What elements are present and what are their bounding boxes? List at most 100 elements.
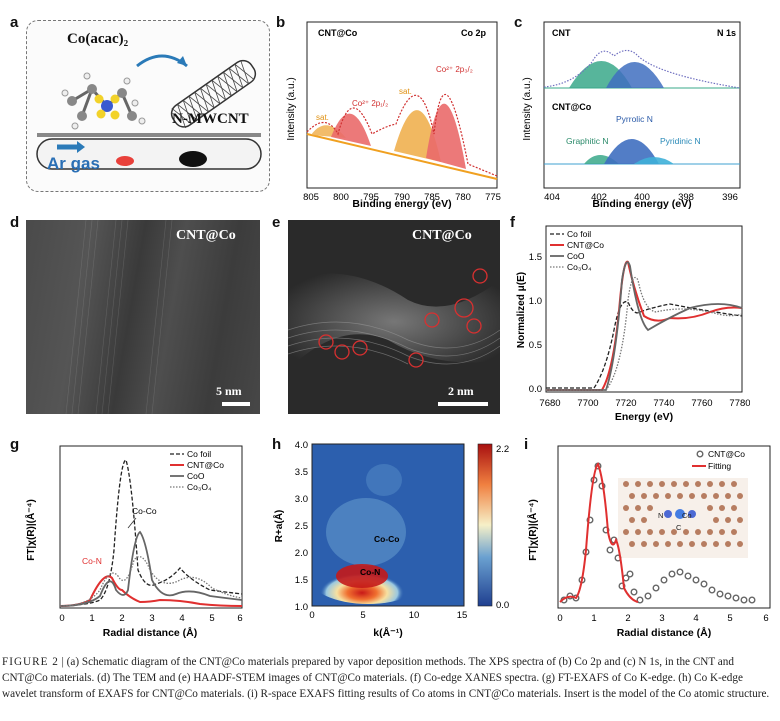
co-co-annotation: Co-Co [374, 534, 400, 544]
svg-text:4: 4 [693, 613, 698, 624]
n-atom-label: N [658, 511, 663, 520]
legend-f: Co foil CNT@Co CoO Co₃O₄ [550, 229, 604, 272]
figure-number: FIGURE 2 [2, 656, 59, 668]
ylabel: Intensity (a.u.) [286, 77, 297, 140]
caption-text: | (a) Schematic diagram of the CNT@Co ma… [2, 656, 770, 700]
svg-text:6: 6 [237, 613, 242, 624]
svg-text:0.0: 0.0 [529, 384, 542, 395]
svg-text:Co foil: Co foil [567, 229, 591, 239]
panel-label-e: e [272, 214, 281, 231]
pyrrolic-label: Pyrrolic N [616, 114, 653, 124]
tem-scale-bar [222, 402, 250, 406]
tem-image: CNT@Co 5 nm [26, 220, 260, 414]
svg-text:CNT@Co: CNT@Co [187, 460, 224, 470]
precursor-label: Co(acac)₂ [67, 31, 129, 47]
co-atom [675, 509, 685, 519]
legend-i: CNT@Co Fitting [692, 449, 745, 471]
svg-text:Co foil: Co foil [187, 449, 211, 459]
svg-text:2: 2 [625, 613, 630, 624]
svg-text:2.5: 2.5 [295, 521, 308, 532]
xticks-h: 0 5 10 15 [309, 610, 467, 621]
svg-text:805: 805 [303, 192, 319, 203]
svg-text:795: 795 [363, 192, 379, 203]
svg-text:785: 785 [424, 192, 440, 203]
co-foil-line [59, 459, 243, 607]
sat-label-1: sat. [316, 113, 329, 122]
svg-text:Co₃O₄: Co₃O₄ [187, 482, 212, 492]
co-structure-inset: N Co C [618, 478, 748, 558]
legend-g: Co foil CNT@Co CoO Co₃O₄ [170, 449, 224, 492]
svg-text:7780: 7780 [729, 398, 750, 409]
co-n-annotation: Co-N [82, 556, 102, 566]
haadf-image: CNT@Co 2 nm [288, 220, 500, 414]
gas-label: Ar gas [47, 154, 100, 173]
xlabel: Radial distance (Å) [617, 626, 712, 639]
graphitic-label: Graphitic N [566, 136, 609, 146]
background-line [306, 133, 498, 180]
exafs-fitting-chart: FT|χ(R)|(Å⁻⁴) Radial distance (Å) 0 1 2 3 … [524, 440, 774, 644]
xps-co2p-chart: Intensity (a.u.) Binding energy (eV) CNT… [276, 14, 506, 210]
xlabel: Radial distance (Å) [103, 626, 198, 639]
xticks-i: 0 1 2 3 4 5 6 [557, 613, 768, 624]
svg-text:5: 5 [360, 610, 365, 621]
svg-text:3: 3 [149, 613, 154, 624]
tem-scale-label: 5 nm [216, 384, 242, 398]
svg-text:3.5: 3.5 [295, 467, 308, 478]
fit-envelope [306, 94, 498, 177]
pyridinic-peak [634, 157, 674, 164]
cnt-co-line [59, 575, 243, 607]
co-foil-line [546, 300, 743, 389]
svg-text:7680: 7680 [539, 398, 560, 409]
panel-label-h: h [272, 436, 282, 453]
cnt-peak-2 [606, 62, 664, 88]
svg-text:2: 2 [119, 613, 124, 624]
svg-text:0.5: 0.5 [529, 340, 542, 351]
panel-label-a: a [10, 14, 19, 31]
svg-text:1.0: 1.0 [529, 296, 542, 307]
colorbar [477, 443, 493, 607]
yticks-h: 1.0 1.5 2.0 2.5 3.0 3.5 4.0 [295, 440, 308, 613]
svg-text:Fitting: Fitting [708, 461, 731, 471]
furnace-tube-icon [36, 133, 262, 170]
svg-text:775: 775 [485, 192, 501, 203]
svg-text:1: 1 [89, 613, 94, 624]
svg-text:7720: 7720 [615, 398, 636, 409]
ylabel: Intensity (a.u.) [522, 77, 533, 140]
co-co-annotation: Co-Co [132, 506, 157, 516]
svg-text:0: 0 [59, 613, 64, 624]
coo-line [59, 530, 243, 607]
c-atom-label: C [676, 523, 682, 532]
co3o4-line [59, 556, 243, 607]
co2p12-peak [331, 113, 371, 146]
nanotube-icon [170, 59, 257, 129]
schematic-panel: Co(acac)₂ [26, 20, 270, 192]
panel-label-c: c [514, 14, 523, 31]
panel-label-f: f [510, 214, 515, 231]
ft-exafs-chart: FT|χ(R)|(Å⁻⁴) Radial distance (Å) 0 1 2 3 … [10, 440, 248, 644]
fit-line [559, 462, 639, 603]
ylabel: FT|χ(R)|(Å⁻⁴) [526, 499, 539, 561]
svg-text:0: 0 [557, 613, 562, 624]
colorbar-max: 2.2 [496, 444, 509, 455]
panel-label-d: d [10, 214, 20, 231]
svg-text:398: 398 [678, 192, 694, 203]
ylabel: R+a(Å) [272, 510, 285, 543]
xlabel: Energy (eV) [615, 411, 673, 423]
figure-caption: FIGURE 2 | (a) Schematic diagram of the … [2, 654, 776, 702]
haadf-scale-label: 2 nm [448, 384, 474, 398]
svg-text:396: 396 [722, 192, 738, 203]
single-atom-circles [318, 268, 488, 368]
xanes-chart: Normalized μ(E) Energy (eV) 0.0 0.5 1.0 1.… [510, 220, 751, 426]
yticks-f: 0.0 0.5 1.0 1.5 [529, 252, 542, 395]
xticks-f: 7680 7700 7720 7740 7760 7780 [539, 398, 750, 409]
colorbar-min: 0.0 [496, 600, 509, 611]
svg-text:15: 15 [457, 610, 468, 621]
svg-text:6: 6 [763, 613, 768, 624]
pyrrolic-peak [604, 139, 659, 164]
svg-text:10: 10 [409, 610, 420, 621]
svg-text:7740: 7740 [653, 398, 674, 409]
xlabel: Binding energy (eV) [352, 198, 451, 210]
xticks-c: 404 402 400 398 396 [544, 192, 738, 203]
svg-text:3: 3 [659, 613, 664, 624]
region-label: Co 2p [461, 28, 487, 38]
